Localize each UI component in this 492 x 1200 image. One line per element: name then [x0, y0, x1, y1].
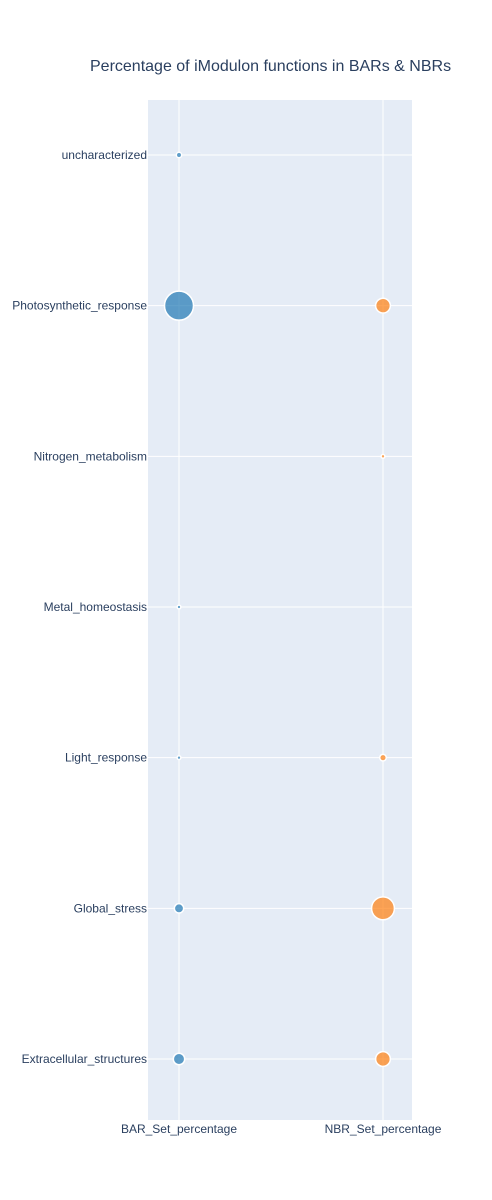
bubble-point: [176, 755, 182, 761]
chart-title: Percentage of iModulon functions in BARs…: [90, 58, 451, 75]
y-axis-ticks: Extracellular_structures Global_stress Lig…: [12, 148, 147, 1066]
bubble-point: [176, 604, 182, 610]
y-tick-label: Nitrogen_metabolism: [34, 449, 147, 463]
y-tick-label: Global_stress: [74, 901, 147, 915]
y-tick-label: Extracellular_structures: [22, 1052, 147, 1066]
bubble-point: [380, 453, 386, 459]
bubbles: [163, 151, 396, 1068]
bubble-point: [374, 297, 392, 314]
bubble-point: [374, 1050, 392, 1068]
plot-area: [148, 100, 412, 1120]
bubble-point: [370, 896, 396, 921]
y-tick-label: uncharacterized: [62, 148, 147, 162]
y-tick-label: Photosynthetic_response: [12, 299, 147, 313]
bubble-point: [163, 290, 195, 321]
bubble-point: [173, 902, 185, 914]
bubble-point: [175, 151, 183, 159]
bubble-point: [378, 753, 388, 762]
x-axis-ticks: BAR_Set_percentage NBR_Set_percentage: [121, 1122, 442, 1136]
x-tick-label: NBR_Set_percentage: [325, 1122, 442, 1136]
y-tick-label: Metal_homeostasis: [44, 600, 147, 614]
bubble-point: [172, 1052, 186, 1066]
x-tick-label: BAR_Set_percentage: [121, 1122, 237, 1136]
y-tick-label: Light_response: [65, 751, 147, 765]
